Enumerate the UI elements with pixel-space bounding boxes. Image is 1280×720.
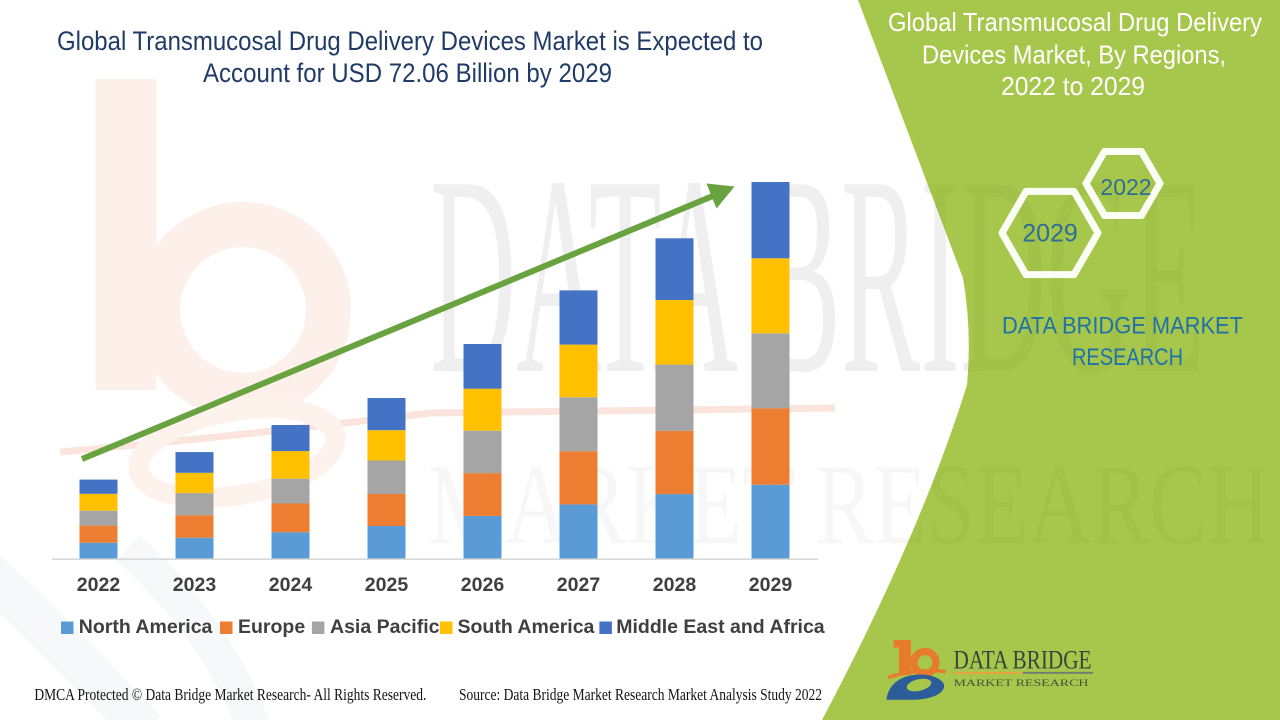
- svg-text:South America: South America: [458, 616, 595, 638]
- svg-text:2029: 2029: [749, 574, 793, 596]
- svg-text:Devices Market, By Regions,: Devices Market, By Regions,: [922, 40, 1226, 70]
- svg-text:North America: North America: [79, 616, 213, 638]
- svg-text:2022: 2022: [1100, 174, 1151, 200]
- svg-text:2022 to 2029: 2022 to 2029: [1001, 71, 1145, 101]
- svg-text:2026: 2026: [461, 574, 505, 596]
- svg-text:2023: 2023: [173, 574, 217, 596]
- svg-text:2027: 2027: [557, 574, 600, 596]
- svg-text:MARKET RESEARCH: MARKET RESEARCH: [954, 678, 1090, 688]
- svg-text:2029: 2029: [1022, 220, 1078, 248]
- svg-text:Middle East and Africa: Middle East and Africa: [616, 616, 825, 638]
- svg-text:Asia Pacific: Asia Pacific: [330, 616, 440, 638]
- svg-text:RESEARCH: RESEARCH: [1072, 344, 1183, 371]
- svg-text:2024: 2024: [269, 574, 313, 596]
- svg-text:Account for USD 72.06 Billion: Account for USD 72.06 Billion by 2029: [203, 58, 612, 88]
- svg-text:Global Transmucosal Drug Deliv: Global Transmucosal Drug Delivery: [888, 7, 1262, 37]
- svg-text:Global Transmucosal Drug Deliv: Global Transmucosal Drug Delivery Device…: [57, 26, 763, 56]
- svg-text:DATA BRIDGE: DATA BRIDGE: [954, 646, 1092, 675]
- svg-text:2022: 2022: [77, 574, 121, 596]
- svg-text:DATA BRIDGE MARKET: DATA BRIDGE MARKET: [1002, 313, 1243, 340]
- svg-text:2028: 2028: [653, 574, 697, 596]
- svg-text:DMCA Protected © Data Bridge M: DMCA Protected © Data Bridge Market Rese…: [34, 685, 426, 704]
- svg-text:Source: Data Bridge Market Res: Source: Data Bridge Market Research Mark…: [459, 685, 822, 704]
- svg-text:2025: 2025: [365, 574, 409, 596]
- svg-text:Europe: Europe: [238, 616, 305, 638]
